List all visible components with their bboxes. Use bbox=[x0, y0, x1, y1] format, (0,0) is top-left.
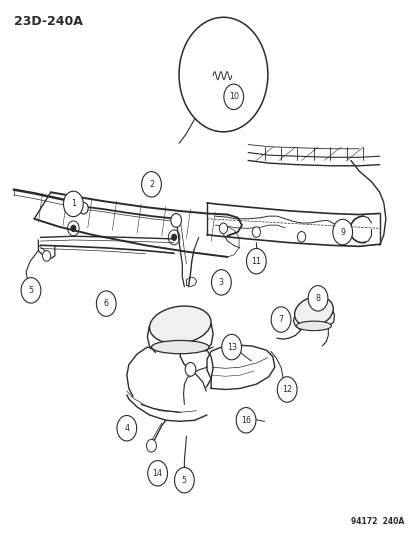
Circle shape bbox=[96, 291, 116, 317]
Circle shape bbox=[277, 377, 297, 402]
Ellipse shape bbox=[294, 296, 332, 327]
Text: 5: 5 bbox=[28, 286, 33, 295]
Ellipse shape bbox=[149, 306, 211, 344]
Circle shape bbox=[116, 416, 136, 441]
Text: 7: 7 bbox=[278, 315, 283, 324]
Text: 16: 16 bbox=[240, 416, 250, 425]
Text: 9: 9 bbox=[339, 228, 344, 237]
Text: 6: 6 bbox=[104, 299, 109, 308]
Text: 5: 5 bbox=[181, 475, 187, 484]
Text: 13: 13 bbox=[226, 343, 236, 352]
Circle shape bbox=[141, 172, 161, 197]
Circle shape bbox=[307, 286, 327, 311]
Circle shape bbox=[271, 307, 290, 332]
Circle shape bbox=[219, 223, 227, 233]
Circle shape bbox=[221, 334, 241, 360]
Circle shape bbox=[236, 408, 255, 433]
Circle shape bbox=[178, 17, 267, 132]
Text: 23D-240A: 23D-240A bbox=[14, 14, 83, 28]
Circle shape bbox=[146, 439, 156, 452]
Circle shape bbox=[297, 231, 305, 242]
Circle shape bbox=[246, 248, 266, 274]
Circle shape bbox=[147, 461, 167, 486]
Circle shape bbox=[43, 251, 51, 261]
Circle shape bbox=[79, 203, 88, 214]
Text: 4: 4 bbox=[124, 424, 129, 433]
Circle shape bbox=[171, 214, 181, 227]
Text: 12: 12 bbox=[281, 385, 292, 394]
Circle shape bbox=[252, 227, 260, 237]
Text: 94172  240A: 94172 240A bbox=[350, 518, 404, 526]
Text: 1: 1 bbox=[71, 199, 76, 208]
Text: 14: 14 bbox=[152, 469, 162, 478]
Circle shape bbox=[211, 270, 231, 295]
Text: 3: 3 bbox=[218, 278, 223, 287]
Circle shape bbox=[332, 219, 352, 245]
Circle shape bbox=[174, 467, 194, 493]
Text: 8: 8 bbox=[315, 294, 320, 303]
Text: 10: 10 bbox=[228, 92, 238, 101]
Circle shape bbox=[178, 473, 189, 487]
Circle shape bbox=[71, 225, 76, 231]
Circle shape bbox=[185, 362, 195, 376]
Text: 11: 11 bbox=[251, 257, 261, 265]
Ellipse shape bbox=[296, 321, 330, 330]
Circle shape bbox=[171, 234, 176, 240]
Ellipse shape bbox=[151, 341, 209, 354]
Circle shape bbox=[223, 84, 243, 110]
Circle shape bbox=[21, 278, 41, 303]
Text: 2: 2 bbox=[149, 180, 154, 189]
Circle shape bbox=[63, 191, 83, 216]
